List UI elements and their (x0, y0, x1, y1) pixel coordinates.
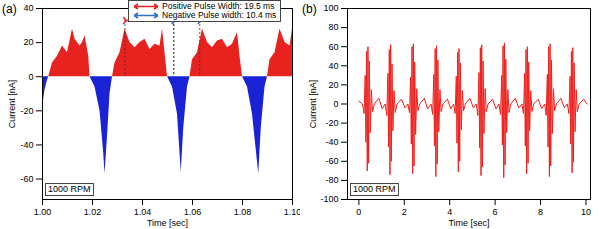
svg-text:60: 60 (328, 42, 338, 52)
html-text:Negative Pulse width: 10.4 ms: Negative Pulse width: 10.4 ms (162, 10, 277, 20)
svg-text:-80: -80 (325, 175, 338, 185)
svg-text:6: 6 (493, 207, 498, 217)
svg-text:1.00: 1.00 (34, 207, 52, 217)
svg-text:100: 100 (323, 3, 338, 13)
svg-text:0: 0 (333, 99, 338, 109)
svg-text:1.08: 1.08 (234, 207, 252, 217)
svg-text:1.04: 1.04 (134, 207, 152, 217)
svg-text:10: 10 (581, 207, 591, 217)
html-text:Positive Pulse Width: 19.5 ms: Positive Pulse Width: 19.5 ms (162, 1, 275, 11)
html-text:1000 RPM: 1000 RPM (353, 184, 396, 194)
svg-text:Current [nA]: Current [nA] (7, 80, 17, 129)
svg-text:80: 80 (328, 22, 338, 32)
svg-text:0: 0 (356, 207, 361, 217)
svg-text:1.10: 1.10 (284, 207, 300, 217)
svg-text:4: 4 (447, 207, 452, 217)
svg-text:-20: -20 (20, 106, 33, 116)
svg-text:Time [sec]: Time [sec] (448, 218, 489, 228)
html-text:1000 RPM: 1000 RPM (48, 184, 91, 194)
svg-text:40: 40 (328, 61, 338, 71)
svg-text:0: 0 (28, 72, 33, 82)
svg-text:20: 20 (328, 80, 338, 90)
svg-text:-60: -60 (325, 156, 338, 166)
svg-text:-100: -100 (320, 194, 338, 204)
svg-text:-40: -40 (325, 137, 338, 147)
svg-text:8: 8 (538, 207, 543, 217)
svg-text:1.06: 1.06 (184, 207, 202, 217)
svg-text:Time [sec]: Time [sec] (147, 218, 188, 228)
svg-text:40: 40 (23, 3, 33, 13)
html-text:(a): (a) (2, 2, 17, 16)
svg-text:Current [nA]: Current [nA] (308, 80, 318, 129)
svg-text:1.02: 1.02 (84, 207, 102, 217)
html-text:(b): (b) (302, 2, 317, 16)
svg-text:2: 2 (402, 207, 407, 217)
svg-text:-20: -20 (325, 118, 338, 128)
svg-text:-40: -40 (20, 140, 33, 150)
svg-text:-60: -60 (20, 174, 33, 184)
svg-text:20: 20 (23, 37, 33, 47)
